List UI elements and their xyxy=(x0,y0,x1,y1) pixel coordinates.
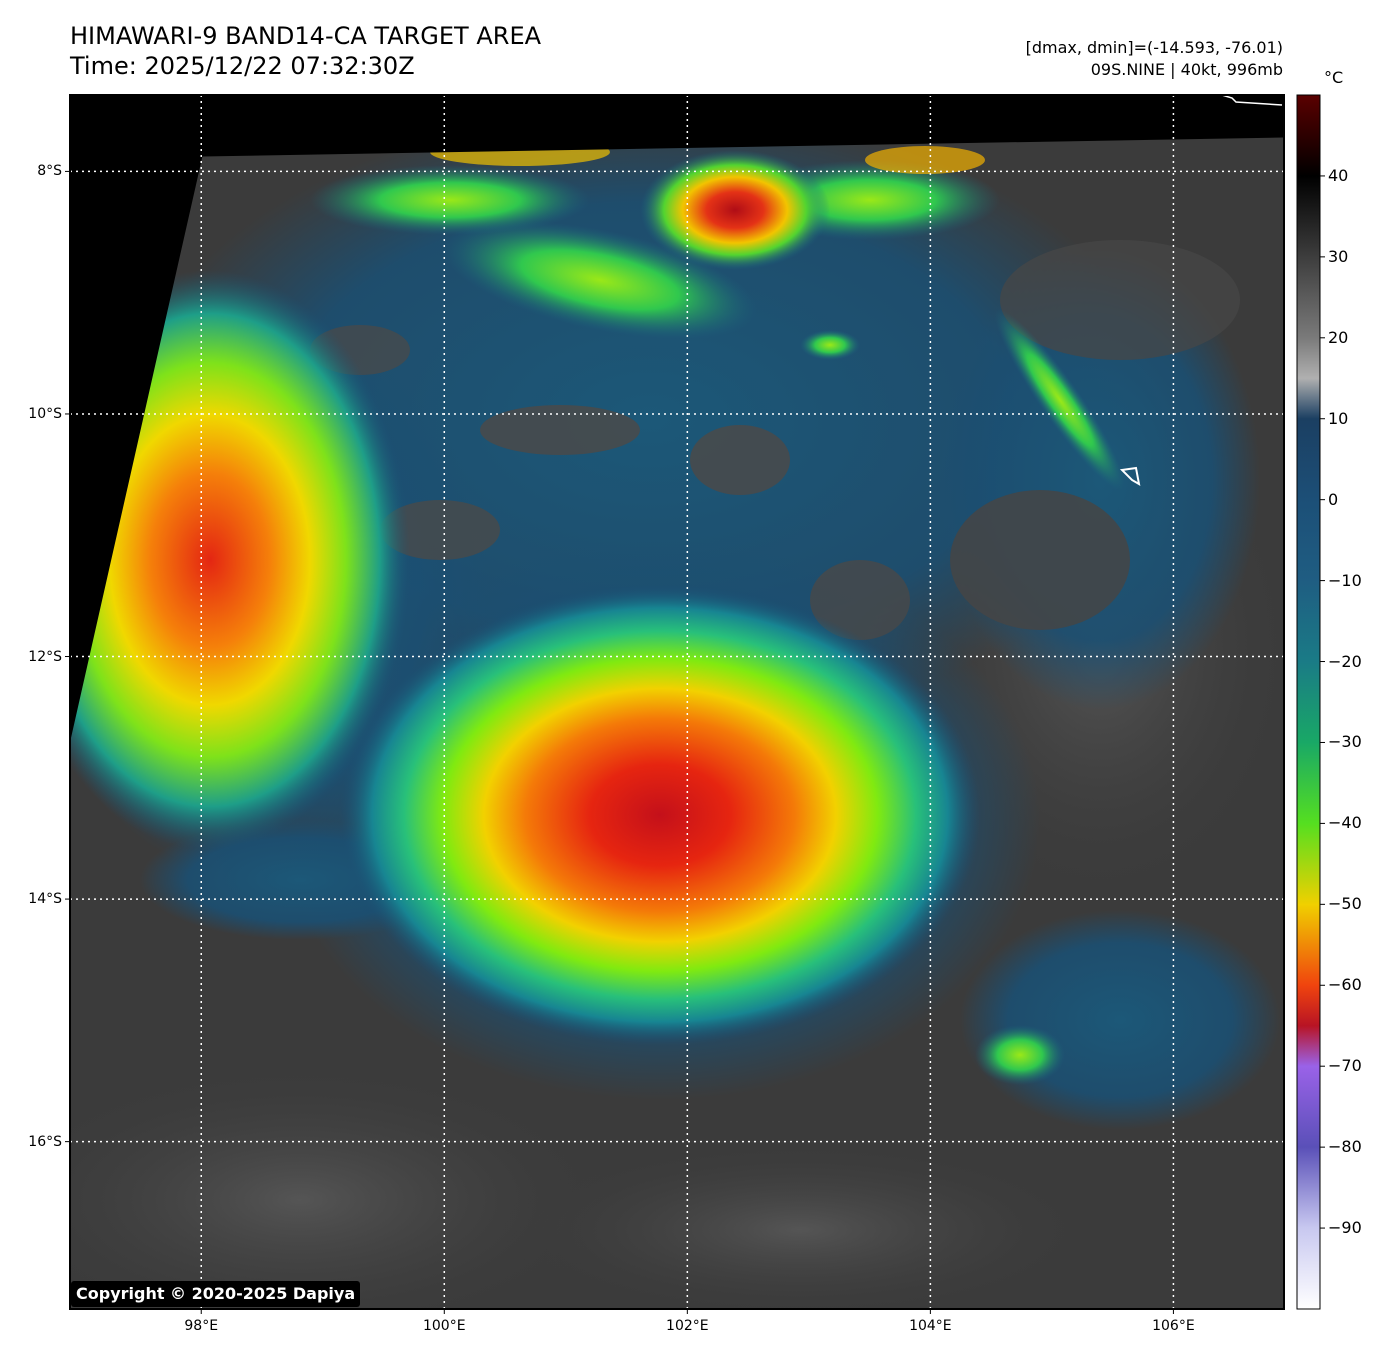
colorbar-label: 0 xyxy=(1328,489,1339,509)
colorbar-label: −10 xyxy=(1328,570,1362,590)
stats-label: [dmax, dmin]=(-14.593, -76.01) xyxy=(1025,38,1283,57)
lat-label: 10°S xyxy=(28,405,62,422)
colorbar-label: 20 xyxy=(1328,327,1349,347)
lon-label: 106°E xyxy=(1152,1318,1195,1334)
imagery xyxy=(70,137,1283,1309)
colorbar-label: −20 xyxy=(1328,651,1362,671)
lat-label: 14°S xyxy=(28,891,62,908)
lon-label: 102°E xyxy=(666,1318,709,1334)
storm-label: 09S.NINE | 40kt, 996mb xyxy=(1090,60,1283,79)
colorbar-ticks xyxy=(1320,175,1325,1229)
map-title: HIMAWARI-9 BAND14-CA TARGET AREA xyxy=(70,22,542,50)
lat-label: 12°S xyxy=(28,648,62,665)
map-time: Time: 2025/12/22 07:32:30Z xyxy=(70,52,415,80)
colorbar-label: −80 xyxy=(1328,1137,1362,1157)
colorbar-label: −60 xyxy=(1328,975,1362,995)
colorbar-label: −70 xyxy=(1328,1056,1362,1076)
lat-label: 8°S xyxy=(37,163,62,180)
colorbar-label: −40 xyxy=(1328,813,1362,833)
colorbar-label: 10 xyxy=(1328,408,1349,428)
lon-label: 100°E xyxy=(422,1318,466,1334)
colorbar-label: 30 xyxy=(1328,246,1349,266)
graticule xyxy=(70,95,1284,1309)
storm-position-icon xyxy=(1119,466,1141,486)
colorbar-label: −30 xyxy=(1328,732,1362,752)
colorbar-label: 40 xyxy=(1328,165,1349,185)
colorbar-label: −50 xyxy=(1328,894,1362,914)
colorbar xyxy=(1296,94,1321,1310)
copyright-badge: Copyright © 2020-2025 Dapiya xyxy=(71,1281,361,1307)
lon-label: 98°E xyxy=(184,1318,219,1334)
colorbar-label: −90 xyxy=(1328,1218,1362,1238)
axis-ticks xyxy=(65,170,1174,1314)
colorbar-unit: °C xyxy=(1324,68,1344,87)
coastline xyxy=(1221,94,1283,106)
map-frame xyxy=(69,94,1285,1310)
lat-label: 16°S xyxy=(28,1133,62,1150)
lon-label: 104°E xyxy=(909,1318,952,1334)
